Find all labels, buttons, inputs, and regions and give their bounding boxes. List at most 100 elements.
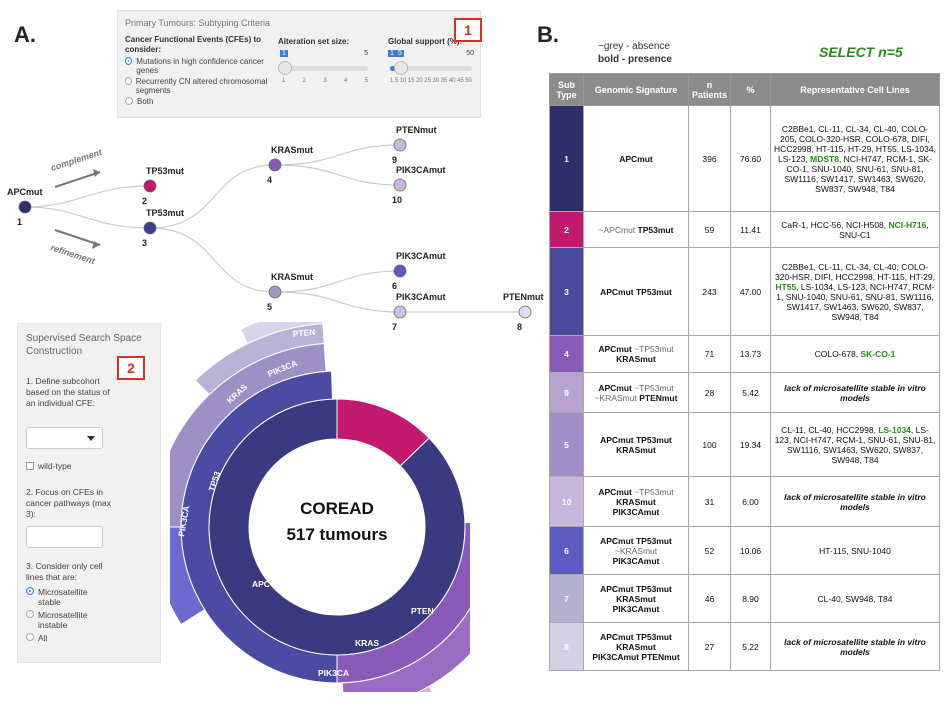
radio-icon[interactable] <box>125 77 132 85</box>
radio-icon[interactable] <box>125 97 133 105</box>
table-row: 8 APCmut TP53mut KRASmut PIK3CAmut PTENmut… <box>549 622 940 671</box>
cell-lines-cell: CL-40, SW948, T84 <box>770 574 940 623</box>
cell-lines-text: C2BBe1, CL-11, CL-34, CL-40, COLO-205, C… <box>774 123 936 164</box>
sig-present: KRASmut <box>616 496 656 507</box>
sig-absent: ~APCmut <box>598 224 636 235</box>
tree-node-label: PTENmut <box>396 125 437 135</box>
patients-cell: 28 <box>688 372 731 413</box>
step2-text: 2. Focus on CFEs in cancer pathways (max… <box>26 487 112 519</box>
cfe-dropdown[interactable] <box>26 427 103 449</box>
table-row: 7 APCmut TP53mut KRASmut PIK3CAmut 46 8.90… <box>549 574 940 623</box>
slider-max-label: 5 <box>364 50 368 57</box>
arc-kras-ring[interactable] <box>336 521 470 684</box>
edge-1-2 <box>24 185 151 208</box>
tree-node-label: KRASmut <box>271 272 313 282</box>
percent-cell: 5.22 <box>730 622 771 671</box>
panel-b-letter: B. <box>537 22 559 47</box>
radio-option-mutations[interactable]: Mutations in high confidence cancer gene… <box>125 57 270 75</box>
cell-lines-text: , SNU-C1 <box>839 219 929 240</box>
slider-tick-label: 50 <box>465 78 472 84</box>
slider-tick-label: 5 <box>364 78 368 84</box>
tree-node-8[interactable] <box>518 305 532 319</box>
slider-handle[interactable] <box>278 61 292 75</box>
slider-handle[interactable] <box>394 61 408 75</box>
tree-node-9[interactable] <box>393 138 407 152</box>
slider-tick-label: 3 <box>323 78 327 84</box>
subtype-tree: complement refinement APCmut1TP53mut2TP5… <box>7 125 544 332</box>
radio-label: Microsatellite instable <box>38 610 88 630</box>
slider-tick-label: 15 <box>407 78 415 84</box>
radio-option-msi[interactable]: Microsatellite instable <box>26 610 136 630</box>
arc-pik3ca-top[interactable] <box>194 322 325 396</box>
subtype-cell: 4 <box>549 335 584 373</box>
table-row: 5 APCmut TP53mut KRASmut 100 19.34 CL-11,… <box>549 412 940 477</box>
patients-cell: 396 <box>688 105 731 212</box>
sunburst-arcs <box>170 322 470 692</box>
edge-5-7 <box>274 291 401 313</box>
cell-line-highlight: MDST8 <box>810 153 839 164</box>
cell-lines-text: , LS-123, NCI-H747, RCM-1, SNU-61, SNU-8… <box>774 424 936 465</box>
tree-node-2[interactable] <box>143 179 157 193</box>
checkbox-icon[interactable] <box>26 462 34 470</box>
radio-option-cn[interactable]: Recurrently CN altered chromosomal segme… <box>125 77 270 95</box>
arc-kras-bottom[interactable] <box>341 605 470 692</box>
col-patients: n Patients <box>688 73 731 106</box>
tree-node-label: TP53mut <box>146 166 184 176</box>
tree-node-number: 2 <box>142 196 147 206</box>
radio-selected-icon[interactable] <box>125 57 133 65</box>
sig-present: APCmut TP53mut <box>600 583 672 594</box>
tree-node-5[interactable] <box>268 285 282 299</box>
radio-option-all[interactable]: All <box>26 633 136 643</box>
radio-selected-icon[interactable] <box>26 587 34 595</box>
support-slider[interactable]: 1 5 50 1 5 10 15 20 25 30 35 40 45 50 <box>388 50 474 90</box>
pathway-input[interactable] <box>26 526 103 548</box>
sig-absent: ~TP53mut <box>634 382 674 393</box>
radio-option-both[interactable]: Both <box>125 97 270 106</box>
table-row: 3 APCmut TP53mut 243 47.00 C2BBe1, CL-11… <box>549 247 940 336</box>
callout-box-2: 2 <box>117 356 145 380</box>
slider-tick-label: 4 <box>343 78 348 84</box>
tree-node-7[interactable] <box>393 305 407 319</box>
radio-label: Both <box>137 97 154 106</box>
patients-cell: 27 <box>688 622 731 671</box>
cell-line-radio-group: Microsatellite stable Microsatellite ins… <box>26 587 136 643</box>
cell-lines-text: C2BBe1, CL-11, CL-34, CL-40, COLO-320-HS… <box>775 261 935 282</box>
wild-type-checkbox[interactable]: wild-type <box>26 461 72 471</box>
sig-present: PIK3CAmut <box>612 506 660 517</box>
radio-option-mss[interactable]: Microsatellite stable <box>26 587 136 607</box>
sig-present: KRASmut <box>616 641 656 652</box>
edge-4-10 <box>274 164 401 186</box>
cell-lines-text: CL-11, CL-40, HCC2998, <box>781 424 876 435</box>
tree-node-1[interactable] <box>18 200 32 214</box>
sig-present: APCmut <box>598 486 632 497</box>
slider-tick-label: 35 <box>440 78 448 84</box>
tree-node-label: APCmut <box>7 187 43 197</box>
chevron-down-icon <box>87 436 95 441</box>
arc-pik3ca-left[interactable] <box>170 526 206 626</box>
sig-present: APCmut <box>598 344 632 354</box>
arc-pik3ca-bottom[interactable] <box>350 685 439 692</box>
radio-icon[interactable] <box>26 633 34 641</box>
tree-node-4[interactable] <box>268 158 282 172</box>
table-row: 6 APCmut TP53mut ~KRASmut PIK3CAmut 52 10.… <box>549 526 940 575</box>
edge-3-4 <box>149 164 276 229</box>
tree-node-label: KRASmut <box>271 145 313 155</box>
arc-tp53-ring[interactable] <box>180 370 338 684</box>
radio-icon[interactable] <box>26 610 34 618</box>
cell-lines-text: , LS-1034, LS-123, NCI-H747, RCM-1, SNU-… <box>776 281 935 322</box>
sig-present: APCmut <box>598 382 632 393</box>
sunburst-title: COREAD <box>300 499 374 518</box>
tree-node-3[interactable] <box>143 221 157 235</box>
label-apc: APC <box>252 579 270 589</box>
slider-tick-label: 2 <box>302 78 306 84</box>
tree-nodes: APCmut1TP53mut2TP53mut3KRASmut4PTENmut9P… <box>7 125 544 332</box>
slider-tick-label: 20 <box>416 78 423 84</box>
alteration-slider[interactable]: 1 5 1 2 3 4 5 <box>278 50 370 90</box>
tree-node-10[interactable] <box>393 178 407 192</box>
arc-pten-top[interactable] <box>239 322 324 345</box>
slider-tick-label: 40 <box>448 78 456 84</box>
tree-node-6[interactable] <box>393 264 407 278</box>
select-count-label: SELECT n=5 <box>819 44 903 60</box>
signature-cell: APCmut TP53mut KRASmut PIK3CAmut <box>583 574 689 623</box>
percent-cell: 8.90 <box>730 574 771 623</box>
